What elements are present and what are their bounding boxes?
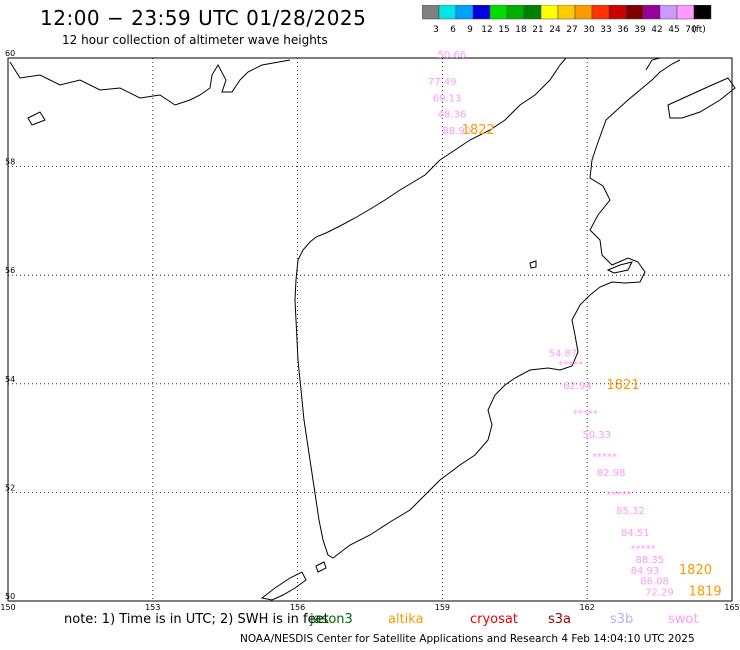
legend-tick-label: 42 xyxy=(651,25,662,35)
pass-time-labels: 1822 1821 1820 1819 xyxy=(462,123,722,600)
kamchatka-east-coast xyxy=(332,59,681,559)
swh-value-label: 88.90 xyxy=(442,126,471,137)
legend-tick-label: 21 xyxy=(532,25,543,35)
latitude-tick-label: 56 xyxy=(5,266,15,275)
small-island xyxy=(529,260,537,269)
swh-value-label: 69.13 xyxy=(433,93,462,104)
swh-value-label: 85.32 xyxy=(616,506,645,517)
paramushir-island xyxy=(260,571,307,601)
latitude-tick-label: 52 xyxy=(5,483,15,492)
legend-tick-label: 15 xyxy=(498,25,509,35)
map-grid xyxy=(7,57,733,602)
map-title: 12:00 − 23:59 UTC 01/28/2025 xyxy=(40,6,367,30)
satellite-legend-item: s3b xyxy=(610,612,634,627)
shumshu-island xyxy=(315,561,327,573)
swh-value-label: 77.49 xyxy=(428,77,457,88)
legend-tick-label: 33 xyxy=(600,25,611,35)
longitude-tick-label: 156 xyxy=(290,603,305,612)
swh-value-label: 84.93 xyxy=(631,566,660,577)
karaginsky-island xyxy=(667,77,736,119)
legend-tick-label: 9 xyxy=(467,25,473,35)
swh-value-label: 82.98 xyxy=(597,468,626,479)
legend-tick-label: 18 xyxy=(515,25,527,35)
coastline xyxy=(9,57,736,601)
legend-tick-label: 70 xyxy=(685,25,697,35)
legend-swatch xyxy=(693,5,712,20)
footer-note: note: 1) Time is in UTC; 2) SWH is in fe… xyxy=(64,612,329,627)
latitude-tick-label: 50 xyxy=(5,592,15,601)
satellite-legend-item: cryosat xyxy=(470,612,518,627)
commander-island xyxy=(606,261,633,274)
swh-value-label: ***** xyxy=(607,490,632,501)
longitude-tick-label: 162 xyxy=(580,603,595,612)
longitude-tick-label: 159 xyxy=(435,603,450,612)
legend-tick-label: 36 xyxy=(617,25,629,35)
swh-value-label: ***** xyxy=(558,360,583,371)
magadan-inlet xyxy=(27,111,46,126)
legend-tick-label: 6 xyxy=(450,25,456,35)
satellite-legend-item: altika xyxy=(388,612,424,627)
credit-line: NOAA/NESDIS Center for Satellite Applica… xyxy=(240,633,695,645)
longitude-tick-label: 165 xyxy=(724,603,739,612)
swh-value-label: ***** xyxy=(573,408,598,419)
legend-tick-label: 3 xyxy=(433,25,439,35)
legend-tick-label: 39 xyxy=(634,25,646,35)
swh-value-label: 84.51 xyxy=(621,528,650,539)
satellite-legend-item: swot xyxy=(668,612,699,627)
swh-value-label: 54.87 xyxy=(549,349,578,360)
bering-coast xyxy=(645,57,661,71)
satellite-legend-item: s3a xyxy=(548,612,572,627)
legend-tick-label: 24 xyxy=(549,25,561,35)
swh-value-label: 48.36 xyxy=(438,110,467,121)
magadan-coast xyxy=(9,59,291,106)
legend-tick-label: 45 xyxy=(668,25,679,35)
swh-value-label: 50.66 xyxy=(438,50,467,61)
legend-tick-label: 12 xyxy=(481,25,492,35)
swh-value-label: 86.08 xyxy=(640,577,669,588)
kamchatka-west-coast xyxy=(294,149,456,559)
map-axes: 150 153 156 159 162 165 60 58 56 54 52 50 xyxy=(0,49,739,612)
map-frame xyxy=(7,57,733,602)
swh-value-label: 50.33 xyxy=(582,430,611,441)
longitude-tick-label: 150 xyxy=(0,603,15,612)
latitude-tick-label: 54 xyxy=(5,375,15,384)
pass-time-label: 1821 xyxy=(607,378,640,393)
shelikhov-north-coast xyxy=(454,57,567,151)
map-subtitle: 12 hour collection of altimeter wave hei… xyxy=(62,33,328,47)
swh-labels: 50.6677.4969.1348.3688.9054.87*****62.94… xyxy=(428,50,674,599)
longitude-tick-label: 153 xyxy=(145,603,160,612)
swh-value-label: 62.94 xyxy=(563,381,592,392)
wave-height-legend: 3 6 9 12 15 18 21 24 27 30 33 36 39 42 45 70(ft) xyxy=(422,5,712,35)
pass-time-label: 1822 xyxy=(462,123,495,138)
swh-value-label: 88.35 xyxy=(635,555,664,566)
swh-value-label: 72.29 xyxy=(645,588,674,599)
swh-value-label: ***** xyxy=(631,544,656,555)
legend-unit: (ft) xyxy=(692,25,706,35)
pass-time-label: 1820 xyxy=(679,563,712,578)
satellite-legend-item: jason3 xyxy=(310,612,353,627)
legend-tick-label: 27 xyxy=(566,25,577,35)
latitude-tick-label: 58 xyxy=(5,158,15,167)
legend-tick-label: 30 xyxy=(583,25,595,35)
pass-time-label: 1819 xyxy=(689,585,722,600)
latitude-tick-label: 60 xyxy=(5,49,15,58)
swh-value-label: ***** xyxy=(592,452,617,463)
